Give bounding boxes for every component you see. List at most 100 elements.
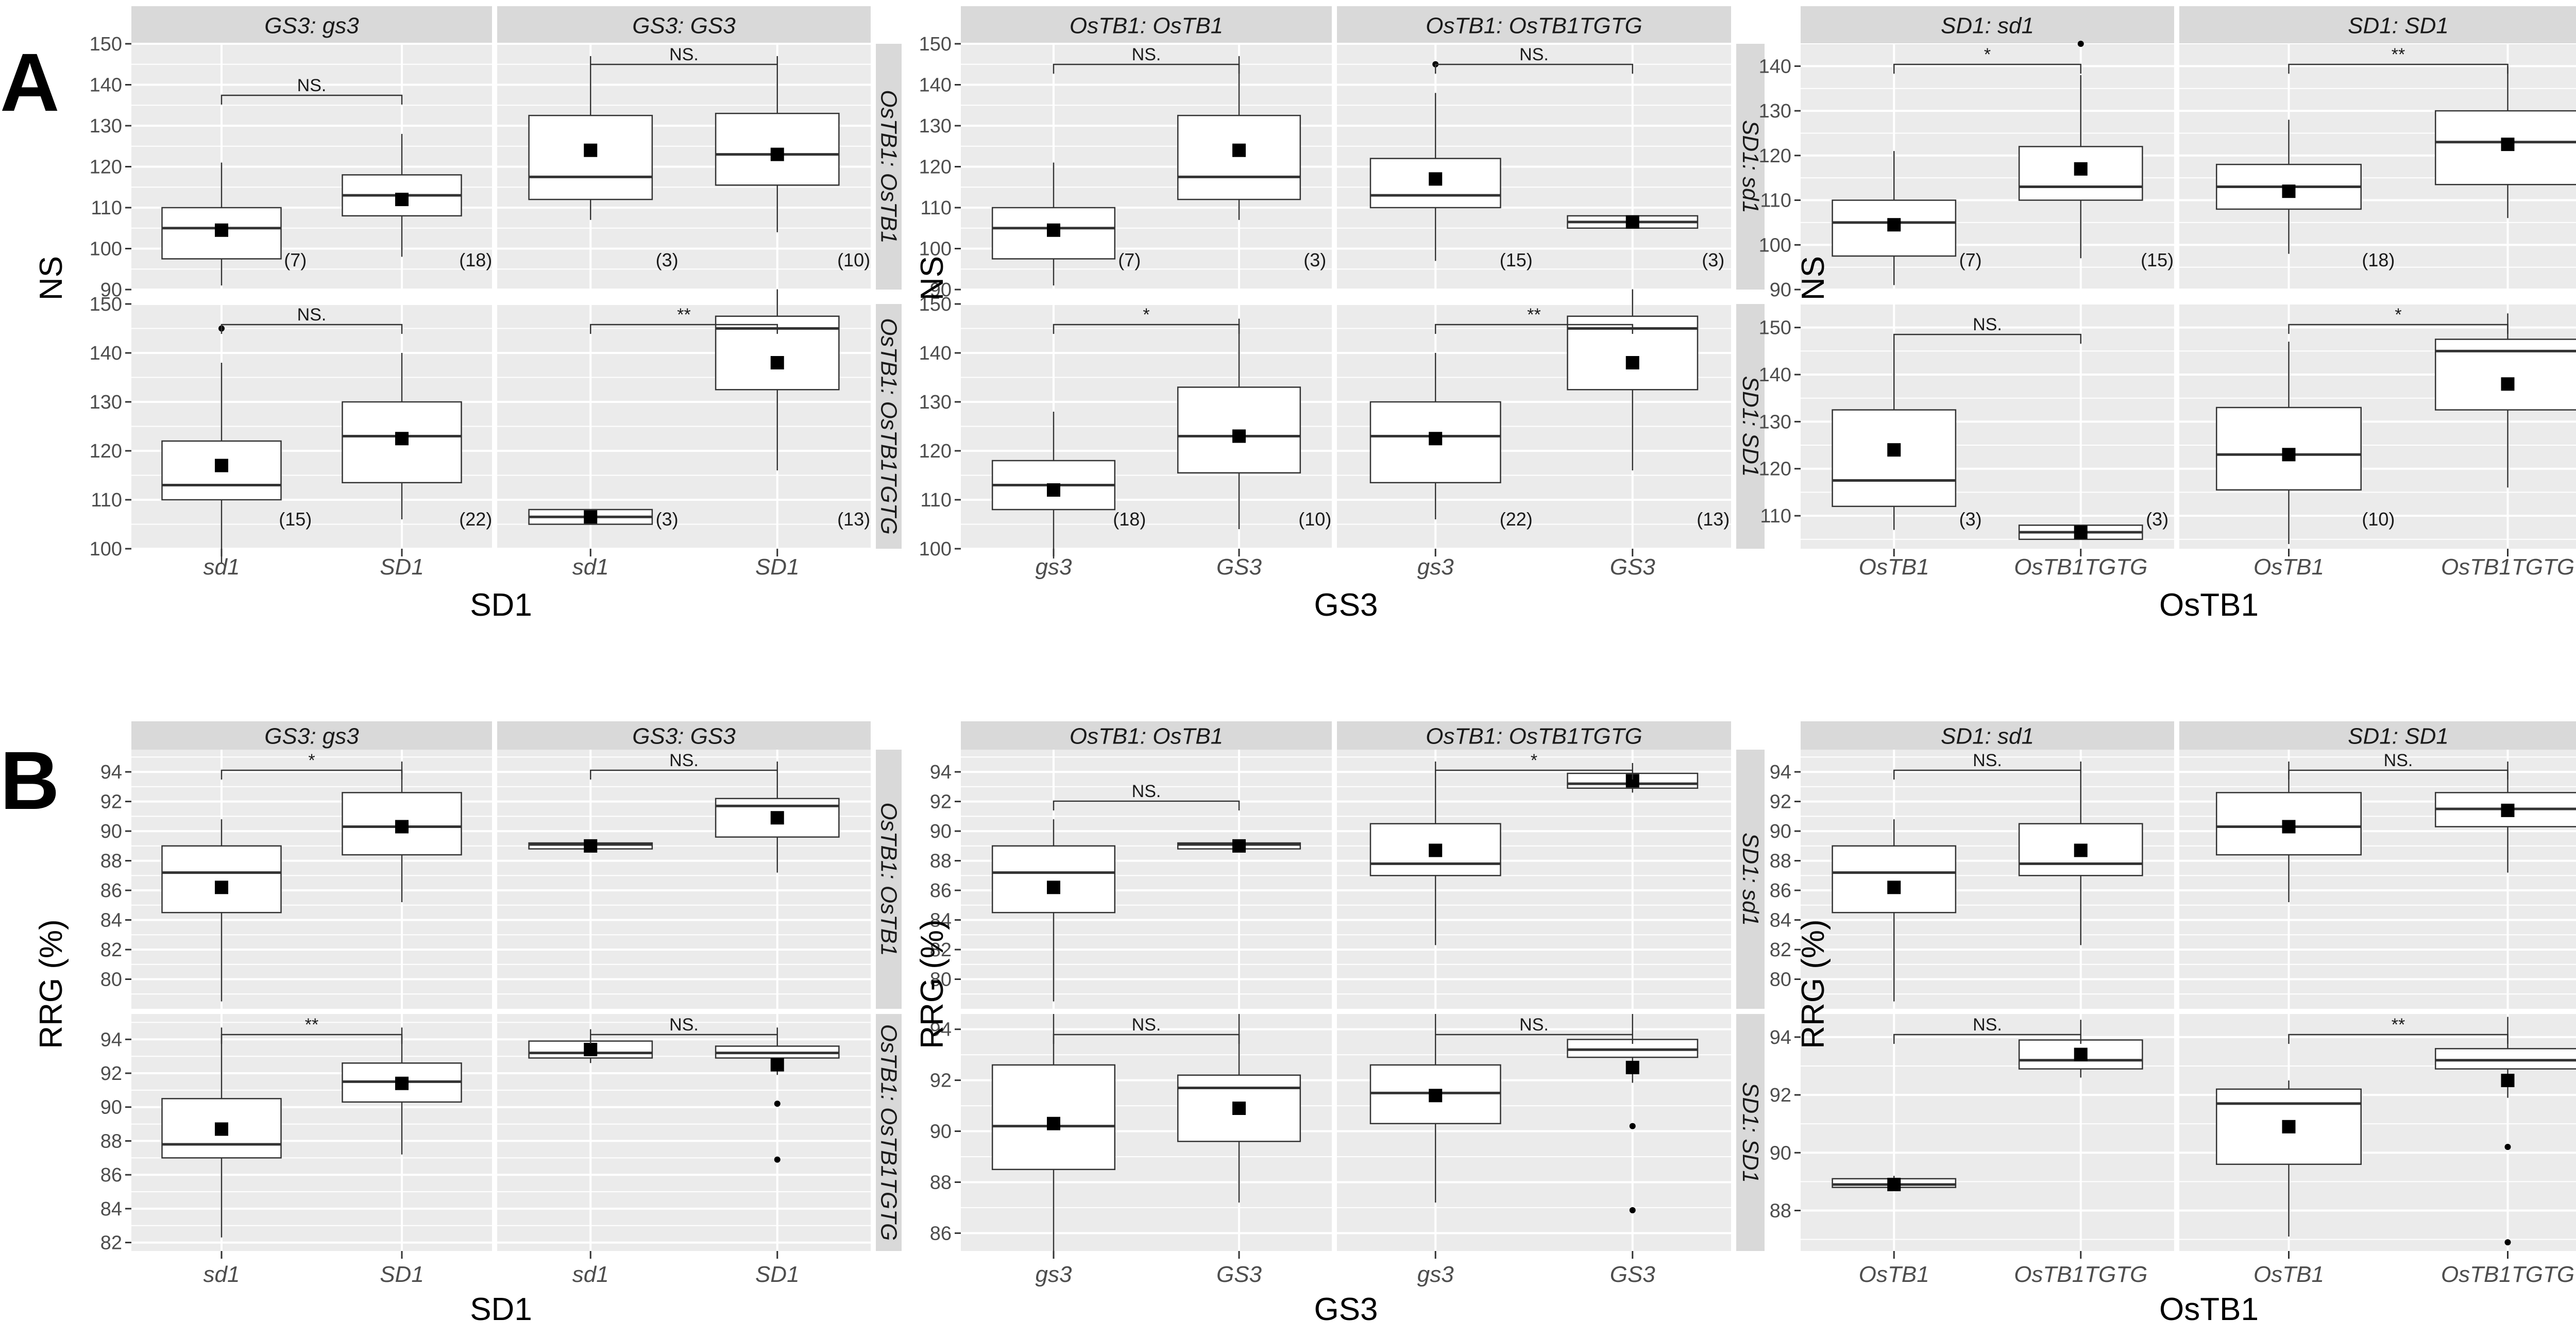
mean-marker <box>2282 184 2296 198</box>
facet-strip-label: OsTB1: OsTB1 <box>1070 724 1223 749</box>
x-tick-label: SD1 <box>380 1262 424 1287</box>
mean-marker <box>1625 1060 1639 1074</box>
significance-label: ** <box>677 305 690 325</box>
sample-size-label: (15) <box>2141 249 2174 270</box>
x-tick-label: OsTB1 <box>1859 554 1929 580</box>
outlier-point <box>774 1101 781 1107</box>
significance-bracket <box>1893 769 2081 780</box>
facet-strip <box>1337 6 1731 44</box>
y-tick-label: 140 <box>919 343 952 364</box>
x-tick-label: gs3 <box>1036 554 1072 580</box>
y-tick-label: 94 <box>930 1019 952 1041</box>
y-tick-label: 92 <box>1770 1085 1791 1106</box>
y-tick-label: 90 <box>100 821 122 842</box>
x-tick-label: GS3 <box>1610 554 1656 580</box>
y-tick-label: 110 <box>1760 505 1791 527</box>
significance-bracket <box>2288 63 2509 74</box>
facet-strip-label: OsTB1: OsTB1TGTG <box>1426 13 1642 39</box>
y-tick-label: 130 <box>919 392 952 413</box>
mean-marker <box>2074 526 2088 539</box>
facet-strip <box>1801 721 2174 750</box>
facet-strip-label: SD1: SD1 <box>1738 1082 1763 1183</box>
mean-marker <box>1429 1089 1443 1103</box>
facet-strip <box>1736 304 1765 549</box>
facet-strip-label: SD1: SD1 <box>1738 376 1763 477</box>
y-axis-title: NS <box>1795 256 1831 300</box>
sample-size-label: (3) <box>656 509 679 530</box>
mean-marker <box>770 1058 784 1072</box>
facet-strip <box>497 6 871 44</box>
y-tick-label: 140 <box>90 75 122 96</box>
sample-size-label: (7) <box>1959 249 1982 270</box>
y-tick-label: 80 <box>100 969 122 991</box>
box <box>991 845 1116 914</box>
x-tick-label: GS3 <box>1216 554 1262 580</box>
y-tick-label: 82 <box>100 1232 122 1254</box>
y-tick-label: 82 <box>100 939 122 961</box>
y-tick-label: 94 <box>100 1029 122 1051</box>
box <box>161 845 282 914</box>
y-tick-label: 84 <box>100 910 122 932</box>
mean-marker <box>1625 215 1639 229</box>
y-tick-label: 150 <box>90 294 122 315</box>
significance-label: NS. <box>669 45 699 64</box>
sample-size-label: (22) <box>459 509 492 530</box>
sample-size-label: (3) <box>1702 249 1724 270</box>
facet-strip <box>497 721 871 750</box>
significance-bracket <box>2288 324 2509 334</box>
sample-size-label: (18) <box>459 249 492 270</box>
y-tick-label: 92 <box>100 1063 122 1085</box>
sample-size-label: (10) <box>2362 509 2395 530</box>
y-tick-label: 130 <box>90 392 122 413</box>
significance-label: NS. <box>1973 315 2002 334</box>
y-tick-label: 100 <box>90 239 122 260</box>
box <box>2435 1048 2576 1070</box>
mean-marker <box>1887 881 1901 894</box>
y-tick-label: 120 <box>90 441 122 462</box>
x-tick-label: SD1 <box>380 554 424 580</box>
y-tick-label: 88 <box>100 851 122 872</box>
y-tick-label: 120 <box>90 157 122 178</box>
significance-label: ** <box>2392 45 2405 64</box>
mean-marker <box>770 356 784 369</box>
significance-bracket <box>590 324 778 334</box>
mean-marker <box>1047 223 1060 237</box>
outlier-point <box>774 1156 781 1163</box>
y-tick-label: 94 <box>100 762 122 783</box>
significance-bracket <box>1053 800 1240 810</box>
mean-marker <box>1047 1117 1060 1130</box>
plot-panel <box>497 750 871 1009</box>
y-tick-label: 140 <box>90 343 122 364</box>
facet-strip-label: SD1: sd1 <box>1941 13 2034 39</box>
x-axis-title: GS3 <box>1314 1292 1378 1327</box>
significance-label: NS. <box>1519 1015 1549 1035</box>
x-axis-title: SD1 <box>470 1292 532 1327</box>
mean-marker <box>215 223 228 237</box>
y-tick-label: 100 <box>90 538 122 560</box>
facet-strip-label: OsTB1: OsTB1TGTG <box>876 1024 902 1241</box>
facet-strip-label: OsTB1: OsTB1TGTG <box>876 318 902 535</box>
significance-label: * <box>1143 305 1149 325</box>
panel-letter-b: B <box>0 734 60 826</box>
significance-label: NS. <box>669 1015 699 1035</box>
mean-marker <box>1232 429 1246 443</box>
significance-label: NS. <box>669 751 699 770</box>
y-tick-label: 120 <box>1759 459 1791 480</box>
y-tick-label: 88 <box>930 1172 952 1193</box>
y-tick-label: 88 <box>930 851 952 872</box>
facet-strip <box>961 721 1332 750</box>
y-tick-label: 94 <box>930 762 952 783</box>
y-axis-title: RRG (%) <box>914 919 950 1048</box>
sample-size-label: (7) <box>284 249 307 270</box>
mean-marker <box>2501 1074 2515 1088</box>
facet-strip-label: OsTB1: OsTB1 <box>876 90 902 243</box>
facet-strip <box>876 44 902 290</box>
mean-marker <box>215 881 228 894</box>
sample-size-label: (10) <box>1298 509 1331 530</box>
mean-marker <box>1429 843 1443 857</box>
mean-marker <box>1429 432 1443 446</box>
sample-size-label: (10) <box>837 249 870 270</box>
facet-strip-label: GS3: GS3 <box>632 13 736 39</box>
significance-label: NS. <box>1132 1015 1161 1035</box>
